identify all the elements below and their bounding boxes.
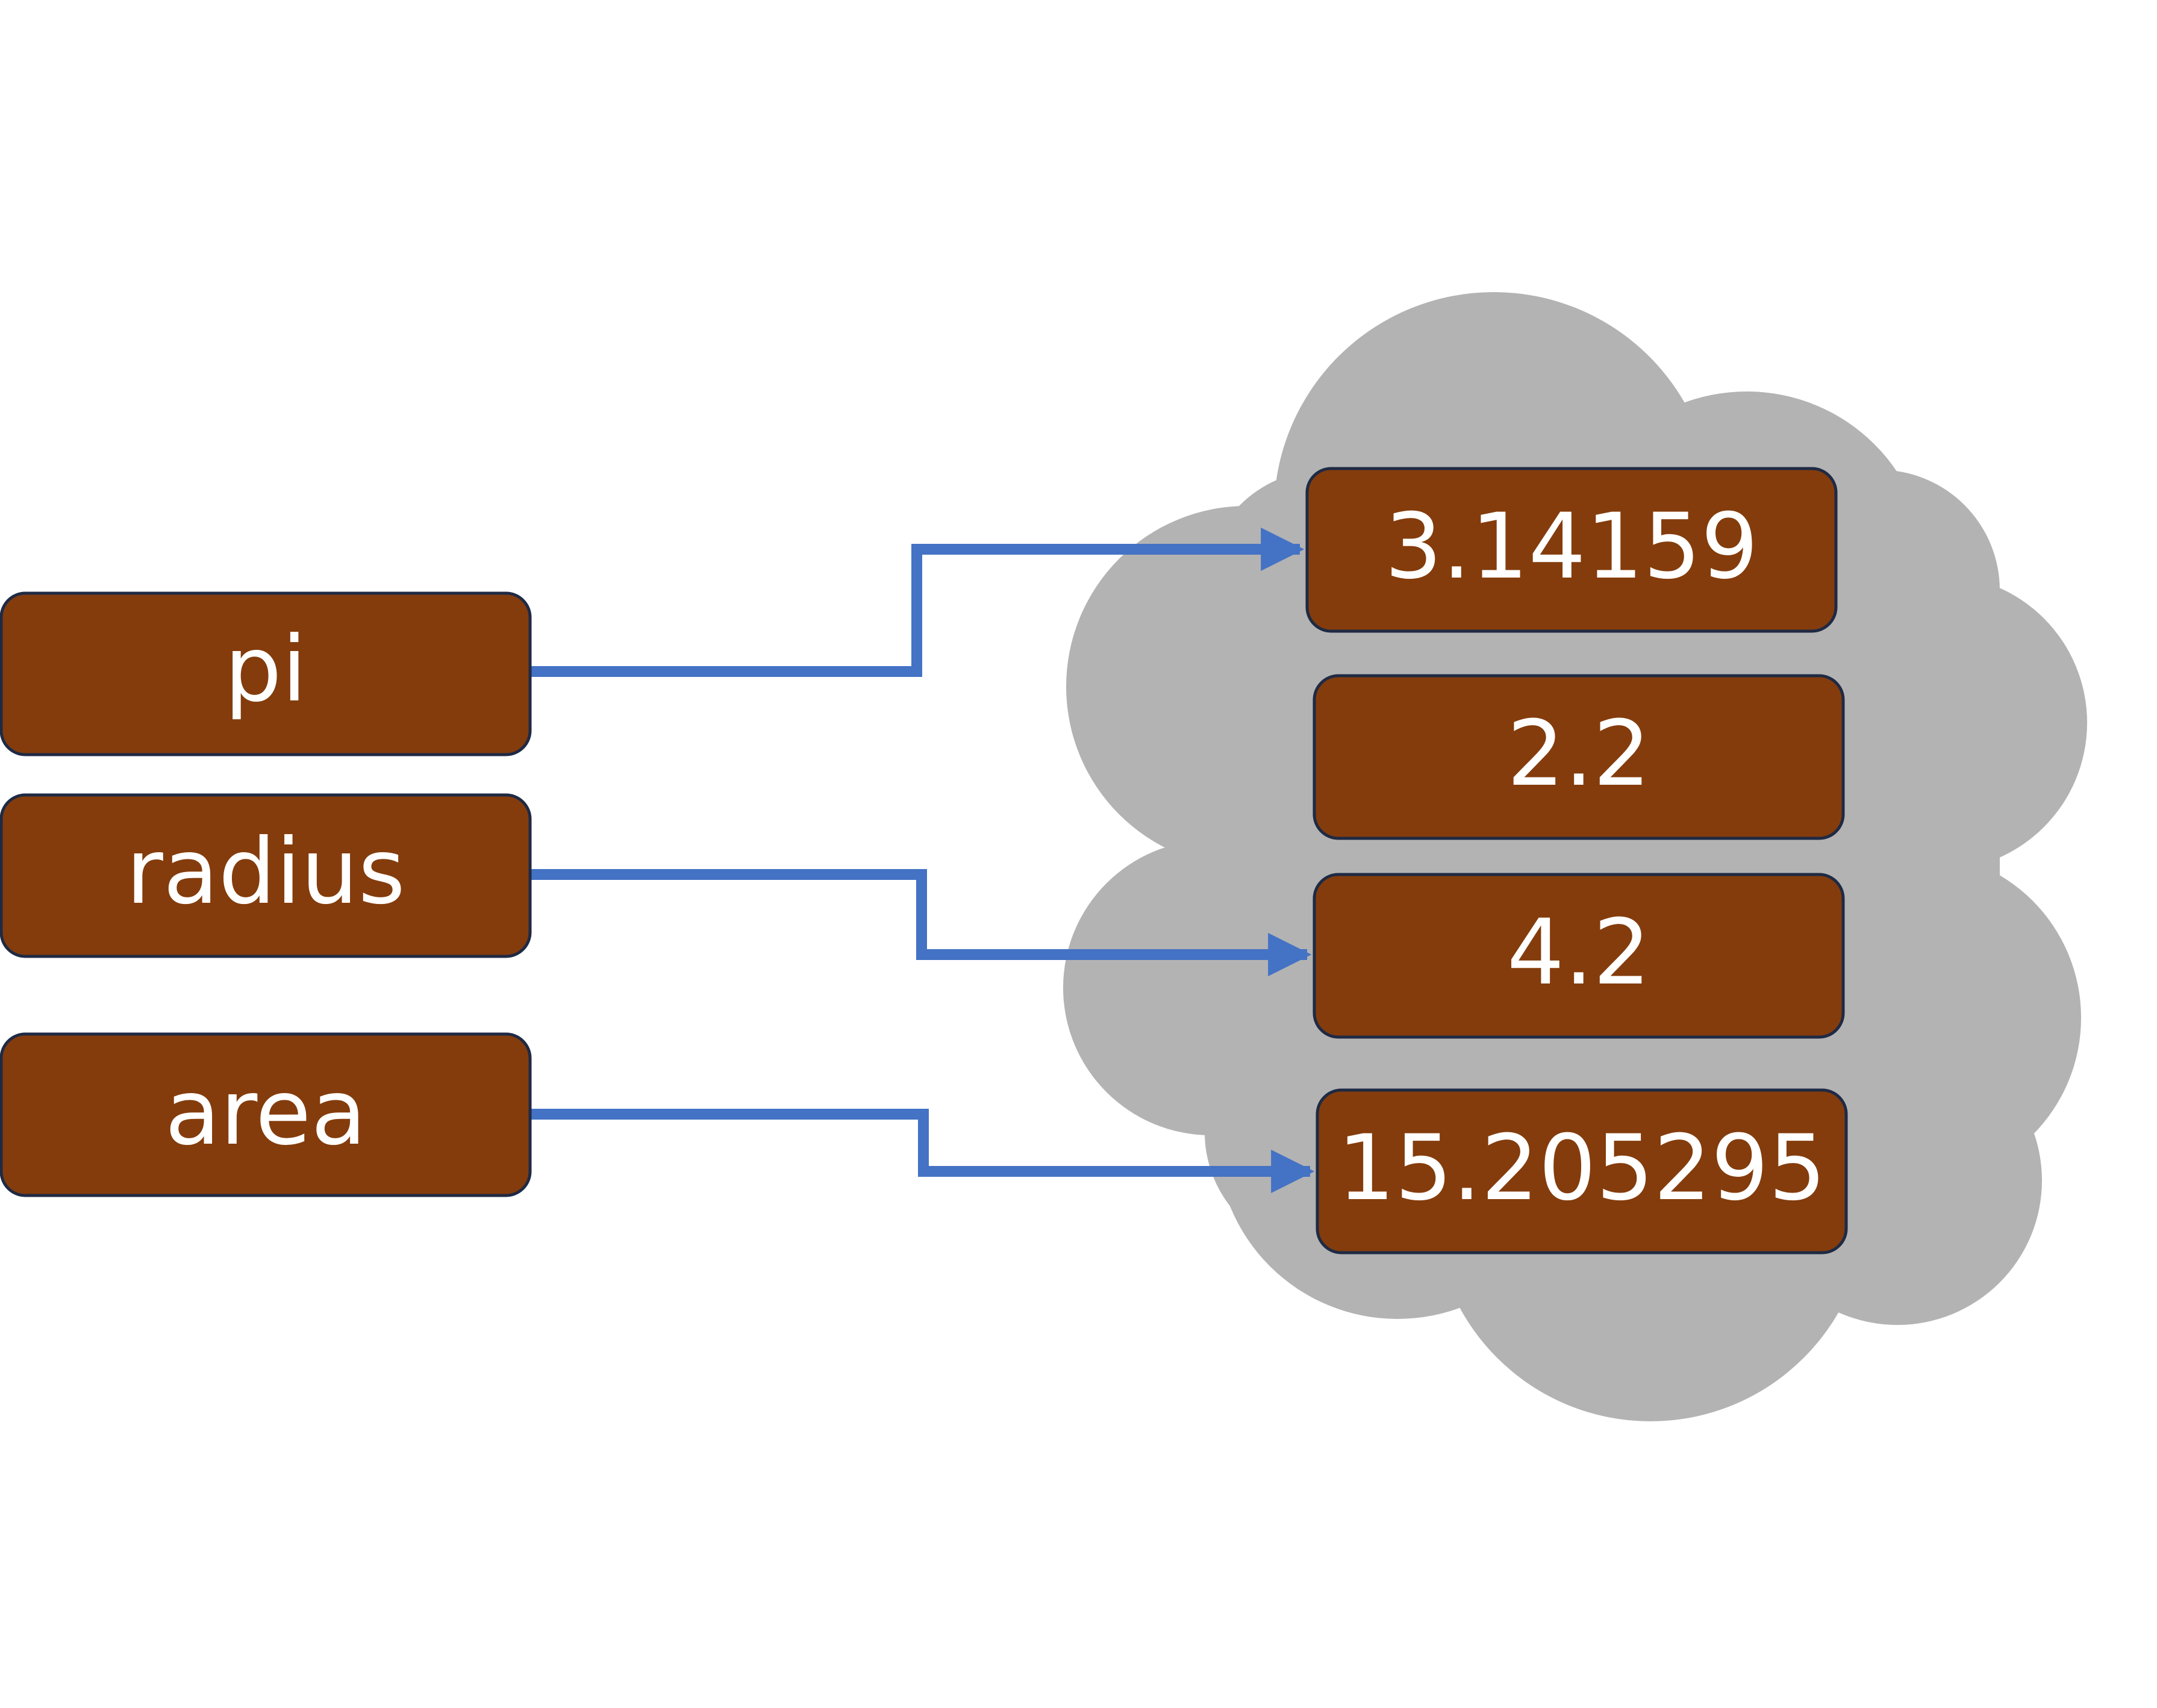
value-label: 2.2 (1507, 702, 1651, 806)
variable-box-radius: radius (0, 793, 532, 958)
variable-label: area (165, 1061, 367, 1165)
value-box-1: 3.14159 (1305, 467, 1838, 633)
arrow-area-to-value (530, 1109, 1315, 1193)
arrow-pi-to-value (530, 528, 1305, 677)
variable-name-boxes: pi radius area (0, 591, 532, 1197)
reference-arrows (530, 528, 1315, 1193)
variable-box-area: area (0, 1032, 532, 1197)
value-label: 4.2 (1507, 900, 1651, 1005)
variable-box-pi: pi (0, 591, 532, 756)
value-box-2: 2.2 (1313, 674, 1845, 840)
value-label: 3.14159 (1385, 494, 1758, 599)
variable-label: pi (225, 617, 307, 722)
variable-label: radius (126, 820, 405, 924)
value-label: 15.205295 (1337, 1116, 1826, 1221)
arrow-radius-to-value (530, 869, 1312, 976)
value-boxes: 3.14159 2.2 4.2 15.205295 (1305, 467, 1848, 1255)
value-box-3: 4.2 (1313, 873, 1845, 1039)
value-box-4: 15.205295 (1316, 1088, 1848, 1255)
